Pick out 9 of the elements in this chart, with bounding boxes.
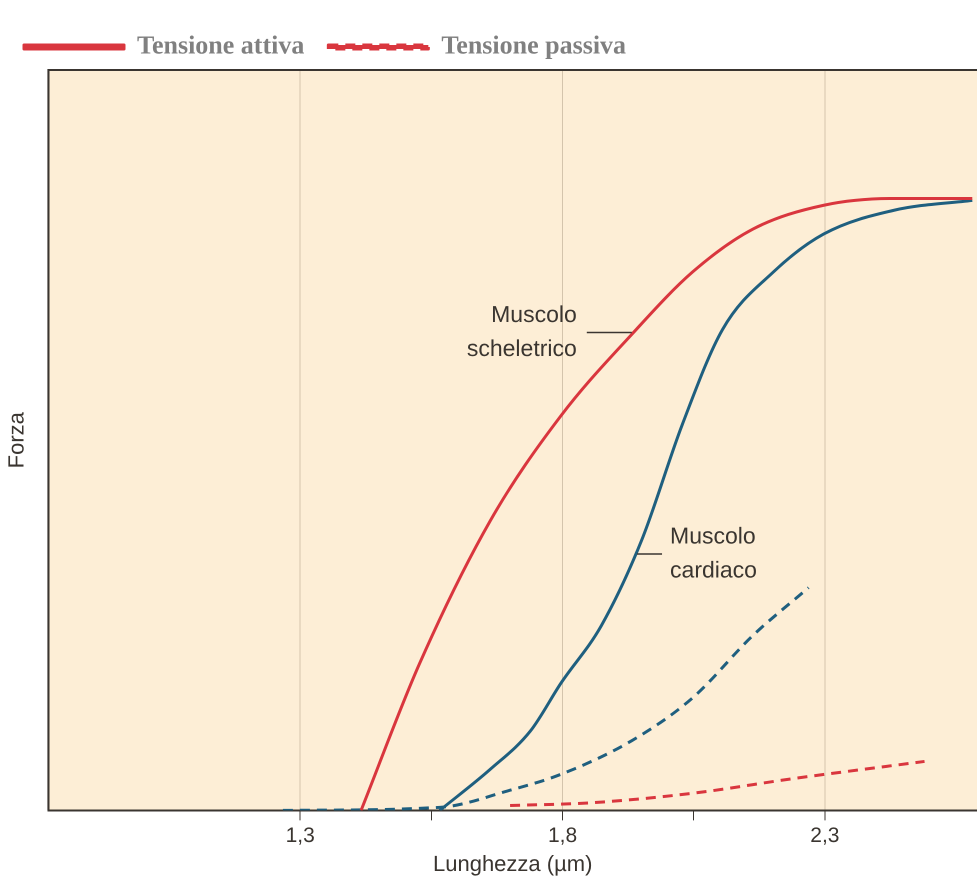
x-tick-label: 1,3 xyxy=(286,824,315,847)
y-axis-title: Forza xyxy=(3,411,28,468)
x-tick-label: 2,3 xyxy=(810,824,840,847)
legend-label: Tensione attiva xyxy=(137,30,304,60)
legend-label: Tensione passiva xyxy=(441,30,626,60)
x-tick-label: 1,8 xyxy=(548,824,578,847)
annotation: Muscolo cardiaco xyxy=(670,522,757,582)
x-axis-title: Lunghezza (µm) xyxy=(432,850,592,876)
annotation: Muscolo scheletrico xyxy=(466,300,577,361)
